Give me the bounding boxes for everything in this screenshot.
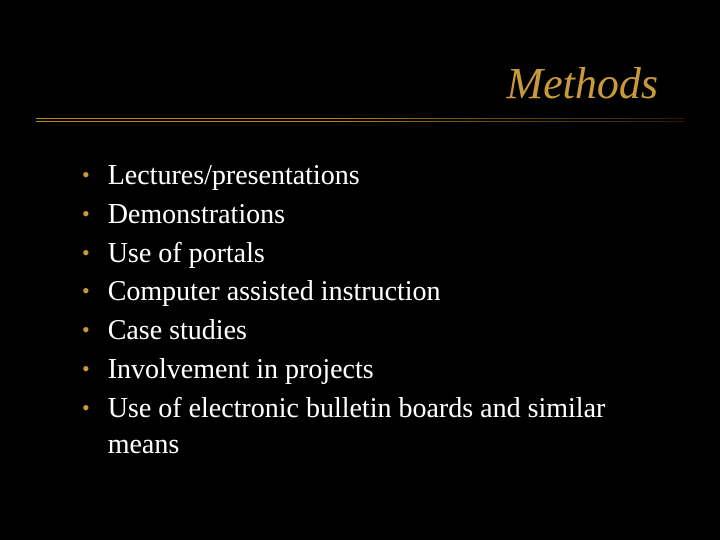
bullet-icon: • bbox=[82, 203, 90, 225]
slide: Methods • Lectures/presentations • Demonstr… bbox=[0, 0, 720, 540]
bullet-text: Use of electronic bulletin boards and si… bbox=[108, 391, 672, 463]
bullet-icon: • bbox=[82, 319, 90, 341]
bullet-text: Lectures/presentations bbox=[108, 158, 672, 194]
bullet-text: Use of portals bbox=[108, 236, 672, 272]
bullet-text: Demonstrations bbox=[108, 197, 672, 233]
bullet-text: Case studies bbox=[108, 313, 672, 349]
slide-title: Methods bbox=[506, 58, 658, 109]
list-item: • Use of portals bbox=[82, 236, 672, 272]
list-item: • Use of electronic bulletin boards and s… bbox=[82, 391, 672, 463]
bullet-text: Involvement in projects bbox=[108, 352, 672, 388]
list-item: • Case studies bbox=[82, 313, 672, 349]
list-item: • Computer assisted instruction bbox=[82, 274, 672, 310]
bullet-icon: • bbox=[82, 164, 90, 186]
bullet-list: • Lectures/presentations • Demonstrations • U… bbox=[82, 158, 672, 466]
bullet-icon: • bbox=[82, 358, 90, 380]
list-item: • Demonstrations bbox=[82, 197, 672, 233]
list-item: • Lectures/presentations bbox=[82, 158, 672, 194]
bullet-icon: • bbox=[82, 280, 90, 302]
title-underline bbox=[36, 118, 684, 122]
bullet-text: Computer assisted instruction bbox=[108, 274, 672, 310]
bullet-icon: • bbox=[82, 397, 90, 419]
list-item: • Involvement in projects bbox=[82, 352, 672, 388]
bullet-icon: • bbox=[82, 242, 90, 264]
